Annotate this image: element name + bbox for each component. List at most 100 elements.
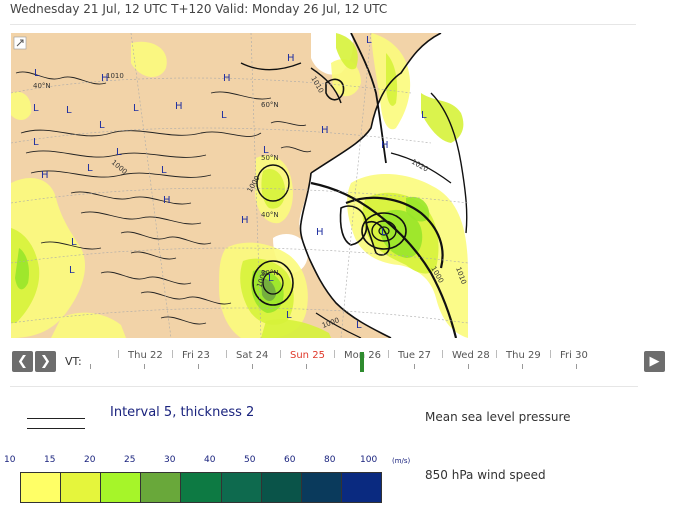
timeline-day-separator	[334, 350, 335, 358]
timeline-day-separator	[226, 350, 227, 358]
timeline-toolbar: ❮ ❯ VT: Thu 22 Fri 23 Sat 24 Sun 25 Mon 26 Tu…	[10, 350, 670, 376]
low-pressure-label: L	[356, 320, 362, 331]
next-step-button[interactable]: ❯	[35, 351, 56, 372]
low-pressure-label: L	[381, 227, 387, 238]
timeline-day-label[interactable]: Fri 30	[560, 350, 588, 361]
high-pressure-label: H	[101, 73, 109, 84]
play-icon: ▶	[649, 354, 660, 369]
low-pressure-label: L	[66, 105, 72, 116]
wind-colorbar	[20, 472, 382, 503]
wind-scale-value: 60	[284, 455, 296, 465]
colorbar-cell	[101, 473, 142, 502]
timeline-day-label[interactable]: Fri 23	[182, 350, 210, 361]
timeline-day-label[interactable]: Wed 28	[452, 350, 490, 361]
high-pressure-label: H	[175, 101, 183, 112]
low-pressure-label: L	[286, 310, 292, 321]
colorbar-cell	[341, 473, 381, 502]
wind-scale-value: 10	[4, 455, 16, 465]
high-pressure-label: H	[241, 215, 249, 226]
isobars	[240, 33, 468, 338]
timeline-day-separator	[496, 350, 497, 358]
low-pressure-label: L	[33, 137, 39, 148]
map-canvas: 40°N 60°N 50°N 40°N 30°N 1010 1010 1000 …	[11, 33, 468, 338]
wind-scale-value: 25	[124, 455, 136, 465]
high-pressure-label: H	[163, 195, 171, 206]
colorbar-cell	[221, 473, 262, 502]
colorbar-cell	[141, 473, 182, 502]
low-pressure-label: L	[87, 163, 93, 174]
wind-scale-value: 100	[360, 455, 378, 465]
colorbar-cell	[21, 473, 62, 502]
lat-label: 50°N	[261, 154, 279, 162]
low-pressure-label: L	[34, 68, 40, 79]
timeline-tick	[198, 364, 199, 369]
chevron-right-icon: ❯	[40, 354, 51, 369]
timeline-day-label[interactable]: Thu 29	[506, 350, 541, 361]
timeline-day-label[interactable]: Sun 25	[290, 350, 325, 361]
vt-label: VT:	[65, 355, 82, 368]
colorbar-cell	[61, 473, 102, 502]
timeline-tick	[90, 364, 91, 369]
isobar-interval-text: Interval 5, thickness 2	[110, 405, 255, 420]
wind-scale-value: 20	[84, 455, 96, 465]
forecast-header: Wednesday 21 Jul, 12 UTC T+120 Valid: Mo…	[10, 0, 636, 25]
timeline-tick	[468, 364, 469, 369]
timeline-day-label[interactable]: Sat 24	[236, 350, 269, 361]
timeline-day-separator	[550, 350, 551, 358]
prev-step-button[interactable]: ❮	[12, 351, 33, 372]
timeline-day-label[interactable]: Tue 27	[398, 350, 431, 361]
timeline-tick	[144, 364, 145, 369]
wind-scale-value: 80	[324, 455, 336, 465]
lat-label: 60°N	[261, 101, 279, 109]
timeline-tick	[576, 364, 577, 369]
high-pressure-label: H	[321, 125, 329, 136]
lat-label: 40°N	[261, 211, 279, 219]
terrain-contours	[15, 71, 312, 325]
wind-speed-label: 850 hPa wind speed	[425, 468, 546, 482]
timeline-day-separator	[388, 350, 389, 358]
high-pressure-label: H	[41, 170, 49, 181]
high-pressure-label: H	[316, 227, 324, 238]
low-pressure-label: L	[268, 273, 274, 284]
wind-unit: (m/s)	[392, 457, 411, 465]
lat-lon-grid	[11, 33, 468, 338]
mslp-legend-line	[27, 418, 85, 419]
wind-scale-value: 15	[44, 455, 56, 465]
colorbar-cell	[261, 473, 302, 502]
isobar-label: 1010	[106, 72, 124, 80]
timeline-tick	[414, 364, 415, 369]
timeline-tick	[306, 364, 307, 369]
low-pressure-label: L	[366, 35, 372, 46]
mslp-label: Mean sea level pressure	[425, 410, 571, 424]
mslp-legend-line	[27, 428, 85, 429]
timeline-day-separator	[280, 350, 281, 358]
chevron-left-icon: ❮	[17, 354, 28, 369]
timeline-day-label[interactable]: Thu 22	[128, 350, 163, 361]
low-pressure-label: L	[421, 110, 427, 121]
high-pressure-label: H	[223, 73, 231, 84]
high-pressure-label: H	[381, 140, 389, 151]
timeline-current-marker[interactable]	[360, 352, 364, 372]
colorbar-cell	[181, 473, 222, 502]
low-pressure-label: L	[33, 103, 39, 114]
low-pressure-label: L	[221, 110, 227, 121]
low-pressure-label: L	[116, 147, 122, 158]
low-pressure-label: L	[161, 165, 167, 176]
low-pressure-label: L	[99, 120, 105, 131]
low-pressure-label: L	[133, 103, 139, 114]
timeline-day-separator	[442, 350, 443, 358]
forecast-map[interactable]: 40°N 60°N 50°N 40°N 30°N 1010 1010 1000 …	[11, 33, 468, 338]
colorbar-cell	[301, 473, 342, 502]
wind-scale-value: 40	[204, 455, 216, 465]
low-pressure-label: L	[69, 265, 75, 276]
play-button[interactable]: ▶	[644, 351, 665, 372]
high-pressure-label: H	[287, 53, 295, 64]
coastlines	[299, 33, 442, 338]
divider	[10, 386, 638, 387]
low-pressure-label: L	[71, 237, 77, 248]
lat-label: 30°N	[261, 269, 279, 277]
lat-label: 40°N	[33, 82, 51, 90]
wind-scale-value: 30	[164, 455, 176, 465]
timeline-day-separator	[172, 350, 173, 358]
wind-scale-value: 50	[244, 455, 256, 465]
